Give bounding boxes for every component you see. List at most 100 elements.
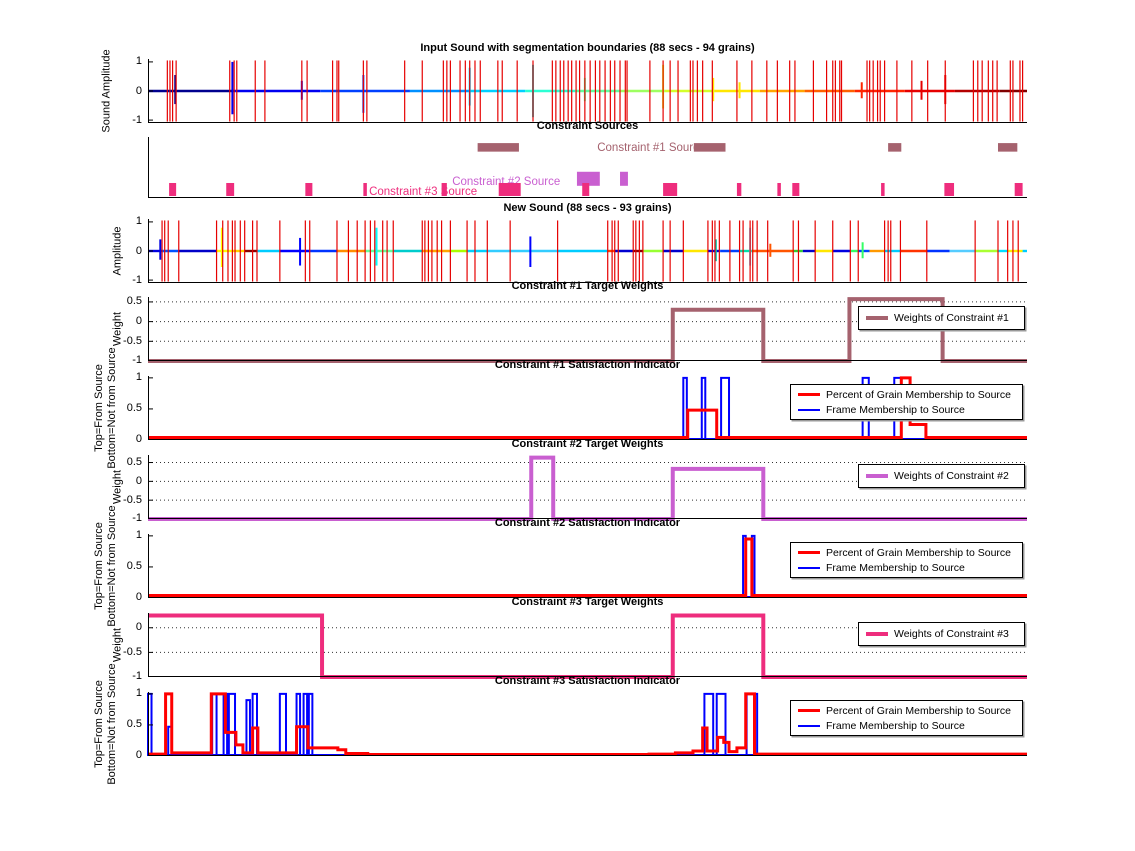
axes bbox=[148, 59, 1027, 123]
panel-title: Constraint #3 Target Weights bbox=[511, 596, 664, 608]
legend-label: Weights of Constraint #1 bbox=[894, 312, 1009, 324]
y-tick-label: 1 bbox=[135, 55, 142, 68]
y-tick-label: 0 bbox=[135, 749, 142, 761]
axes bbox=[148, 297, 1027, 361]
y-tick-label: -1 bbox=[132, 354, 142, 366]
axes bbox=[148, 376, 1027, 440]
legend-entry: Frame Membership to Source bbox=[798, 562, 1015, 574]
panel-title: Input Sound with segmentation boundaries… bbox=[420, 42, 755, 54]
constraint-2-source-bars bbox=[576, 171, 628, 186]
legend-label: Frame Membership to Source bbox=[826, 719, 965, 732]
panel-title: Constraint #1 Satisfaction Indicator bbox=[494, 359, 681, 371]
legend-label: Weights of Constraint #3 bbox=[894, 628, 1009, 640]
legend-entry: Percent of Grain Membership to Source bbox=[798, 705, 1015, 717]
constraint-2-satisfaction-plot bbox=[148, 534, 1027, 598]
legend-label: Percent of Grain Membership to Source bbox=[826, 704, 1012, 717]
legend-line-swatch bbox=[798, 551, 820, 554]
legend-entry: Percent of Grain Membership to Source bbox=[798, 389, 1015, 401]
constraint-3-source-bars bbox=[169, 182, 1023, 196]
y-tick-label: -1 bbox=[132, 113, 142, 126]
axes bbox=[148, 455, 1027, 519]
legend-entry: Frame Membership to Source bbox=[798, 720, 1015, 732]
axes bbox=[148, 613, 1027, 677]
legend-entry: Weights of Constraint #3 bbox=[866, 628, 1017, 640]
weights-of-constraint-3 bbox=[148, 613, 1027, 679]
panel-constraint-1-satisfaction: Constraint #1 Satisfaction Indicator Top… bbox=[93, 347, 1027, 469]
percent-grain-membership bbox=[148, 537, 1027, 598]
y-tick-label: 0 bbox=[135, 591, 142, 603]
legend: Percent of Grain Membership to Source Fr… bbox=[790, 542, 1023, 578]
legend-line-swatch bbox=[798, 709, 820, 712]
y-tick-label: -1 bbox=[132, 512, 142, 524]
y-tick-label: 0 bbox=[135, 433, 142, 445]
y-tick-label: -0.5 bbox=[123, 493, 142, 506]
legend: Percent of Grain Membership to Source Fr… bbox=[790, 384, 1023, 420]
segmentation-boundaries bbox=[166, 60, 1024, 122]
panel-title: Constraint #1 Target Weights bbox=[511, 280, 664, 292]
legend-label: Frame Membership to Source bbox=[826, 403, 965, 416]
y-tick-label: 1 bbox=[135, 215, 142, 228]
legend: Percent of Grain Membership to Source Fr… bbox=[790, 700, 1023, 736]
panel-title: Constraint #2 Satisfaction Indicator bbox=[494, 517, 681, 529]
legend-label: Weights of Constraint #2 bbox=[894, 470, 1009, 482]
y-tick-label: -0.5 bbox=[123, 334, 142, 347]
panel-title: Constraint #2 Target Weights bbox=[511, 438, 664, 450]
legend-label: Percent of Grain Membership to Source bbox=[826, 546, 1012, 559]
percent-grain-membership bbox=[148, 692, 1027, 756]
axes bbox=[148, 219, 1027, 283]
y-tick-label: -0.5 bbox=[123, 645, 142, 658]
panel-title: Constraint #3 Satisfaction Indicator bbox=[494, 675, 681, 687]
y-tick-label: -1 bbox=[132, 273, 142, 286]
y-tick-label: 1 bbox=[135, 371, 142, 384]
legend: Weights of Constraint #1 bbox=[858, 306, 1025, 330]
y-tick-label: 0.5 bbox=[126, 718, 142, 731]
panel-constraint-3-satisfaction: Constraint #3 Satisfaction Indicator Top… bbox=[93, 663, 1027, 785]
legend-line-swatch bbox=[798, 566, 820, 569]
axes bbox=[148, 692, 1027, 756]
legend-line-swatch bbox=[798, 724, 820, 727]
constraint-3-satisfaction-plot bbox=[147, 692, 1027, 756]
legend-entry: Frame Membership to Source bbox=[798, 404, 1015, 416]
y-tick-label: 0 bbox=[135, 84, 142, 97]
legend-label: Frame Membership to Source bbox=[826, 561, 965, 574]
panel-title: Constraint Sources bbox=[536, 120, 639, 132]
constraint-1-source-bars bbox=[477, 143, 1018, 152]
segmentation-boundaries bbox=[161, 220, 1019, 282]
y-tick-label: 0 bbox=[135, 315, 142, 328]
y-tick-label: 0 bbox=[135, 474, 142, 487]
legend-entry: Percent of Grain Membership to Source bbox=[798, 547, 1015, 559]
y-tick-label: 0 bbox=[135, 621, 142, 634]
y-tick-label: 0.5 bbox=[126, 295, 142, 308]
y-tick-label: 0.5 bbox=[126, 456, 142, 469]
panel-constraint-2-satisfaction: Constraint #2 Satisfaction Indicator Top… bbox=[93, 505, 1027, 627]
panel-constraint-sources: Constraint Sources Constraint #1 Source C… bbox=[148, 120, 1027, 198]
axes bbox=[148, 137, 1027, 198]
new-sound-plot bbox=[148, 219, 1027, 283]
panel-constraint-3-weights: Constraint #3 Target Weights Weight Weig… bbox=[111, 596, 1027, 682]
panel-input-sound: Input Sound with segmentation boundaries… bbox=[100, 42, 1027, 133]
constraint-2-source-label: Constraint #2 Source bbox=[452, 176, 560, 188]
constraint-sources-plot: Constraint #1 Source Constraint #2 Source… bbox=[148, 137, 1027, 198]
y-tick-label: -1 bbox=[132, 670, 142, 682]
input-sound-plot bbox=[148, 59, 1027, 123]
legend-entry: Weights of Constraint #2 bbox=[866, 470, 1017, 482]
legend-line-swatch bbox=[866, 316, 888, 320]
constraint-3-source-label: Constraint #3 Source bbox=[369, 186, 477, 198]
legend-line-swatch bbox=[866, 474, 888, 478]
panel-new-sound: New Sound (88 secs - 93 grains) Amplitud… bbox=[111, 202, 1027, 286]
legend-line-swatch bbox=[866, 632, 888, 636]
legend-line-swatch bbox=[798, 408, 820, 411]
legend-label: Percent of Grain Membership to Source bbox=[826, 388, 1012, 401]
constraint-1-source-label: Constraint #1 Source bbox=[597, 142, 705, 154]
panel-constraint-2-weights: Constraint #2 Target Weights Weight Weig… bbox=[111, 438, 1027, 524]
legend: Weights of Constraint #3 bbox=[858, 622, 1025, 646]
legend: Weights of Constraint #2 bbox=[858, 464, 1025, 488]
y-tick-label: 1 bbox=[135, 529, 142, 542]
panel-title: New Sound (88 secs - 93 grains) bbox=[503, 202, 672, 214]
y-tick-label: 0.5 bbox=[126, 402, 142, 415]
axes bbox=[148, 534, 1027, 598]
legend-entry: Weights of Constraint #1 bbox=[866, 312, 1017, 324]
legend-line-swatch bbox=[798, 393, 820, 396]
y-tick-label: 1 bbox=[135, 687, 142, 700]
